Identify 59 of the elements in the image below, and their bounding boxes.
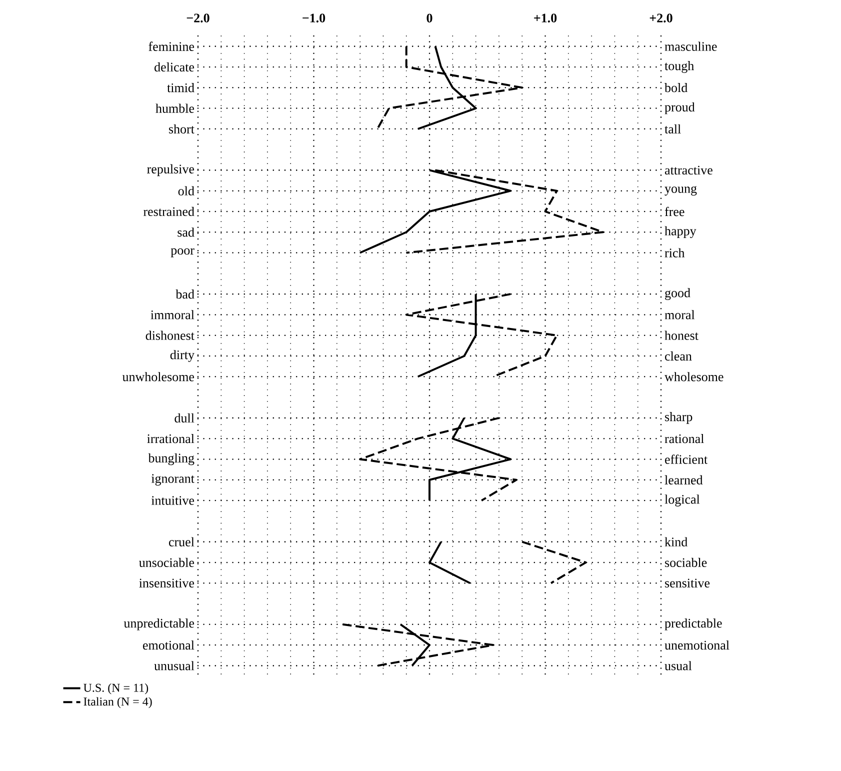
y2-tick-label: moral — [664, 310, 695, 320]
y2-tick-label: masculine — [664, 42, 717, 51]
y2-tick-label: tough — [664, 61, 694, 73]
x-tick-label: 0 — [426, 14, 432, 22]
legend-label: Italian (N = 4) — [84, 697, 152, 708]
y-tick-label: feminine — [148, 42, 194, 51]
y-tick-label: timid — [167, 83, 194, 92]
y-tick-label: old — [178, 186, 194, 196]
y-tick-label: dishonest — [146, 330, 194, 340]
y2-tick-label: attractive — [664, 166, 712, 175]
y2-tick-label: kind — [664, 537, 688, 546]
y-tick-label: dull — [174, 413, 194, 423]
y-tick-label: unusual — [154, 661, 194, 670]
y2-tick-label: happy — [664, 226, 696, 238]
y-tick-label: humble — [156, 104, 194, 113]
y2-tick-label: unemotional — [664, 640, 730, 650]
y2-tick-label: logical — [664, 494, 700, 506]
x-tick-label: +2.0 — [650, 14, 672, 22]
y-tick-label: cruel — [168, 537, 194, 546]
y2-tick-label: young — [664, 186, 697, 196]
y2-tick-label: tall — [664, 124, 681, 134]
x-tick-label: −1.0 — [302, 14, 326, 22]
y-tick-label: intuitive — [151, 496, 194, 505]
y-tick-label: dirty — [170, 350, 194, 362]
y-tick-label: bungling — [148, 453, 194, 466]
y-tick-label: short — [169, 124, 194, 134]
y2-tick-label: usual — [664, 661, 692, 670]
y2-tick-label: proud — [664, 102, 695, 114]
y2-tick-label: efficient — [665, 454, 708, 464]
y-tick-label: ignorant — [151, 474, 194, 486]
y2-tick-label: good — [665, 288, 690, 300]
x-tick-label: −2.0 — [186, 14, 210, 22]
y-tick-label: delicate — [154, 62, 194, 72]
y-tick-label: immoral — [150, 310, 194, 320]
y-tick-label: unpredictable — [124, 618, 194, 630]
y-tick-label: insensitive — [139, 578, 194, 588]
y-tick-label: restrained — [143, 206, 194, 216]
y2-tick-label: sociable — [665, 558, 707, 568]
y-tick-label: emotional — [143, 640, 194, 650]
legend-label: U.S. (N = 11) — [84, 683, 148, 694]
y-tick-label: unwholesome — [122, 372, 194, 382]
y2-tick-label: rich — [664, 248, 685, 258]
y2-tick-label: free — [664, 206, 684, 216]
y-tick-label: unsociable — [139, 558, 194, 568]
y-tick-label: bad — [176, 290, 194, 299]
y-tick-label: sad — [178, 228, 194, 237]
y2-tick-label: wholesome — [664, 372, 724, 382]
y2-tick-label: honest — [664, 330, 698, 340]
x-tick-label: +1.0 — [534, 14, 557, 22]
y-tick-label: repulsive — [147, 164, 194, 176]
y2-tick-label: rational — [664, 434, 704, 444]
y-tick-label: poor — [170, 248, 194, 258]
y2-tick-label: clean — [665, 351, 692, 361]
y-tick-label: irrational — [147, 434, 194, 444]
y2-tick-label: learned — [664, 475, 703, 484]
y2-tick-label: sensitive — [665, 578, 710, 588]
y2-tick-label: sharp — [665, 412, 692, 424]
y2-tick-label: bold — [664, 83, 688, 92]
y2-tick-label: predictable — [664, 618, 722, 630]
